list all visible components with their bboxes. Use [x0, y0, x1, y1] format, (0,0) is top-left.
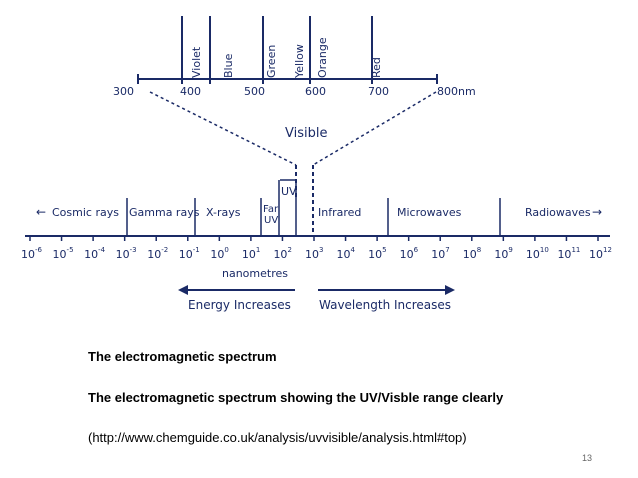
funnel-left: [149, 91, 297, 166]
scale-tick-label: 106: [400, 246, 419, 261]
visible-wavelength-tick: 300: [113, 85, 134, 98]
scale-tick-label: 108: [463, 246, 481, 261]
energy-arrowhead: [178, 285, 188, 295]
visible-color-label: Green: [265, 45, 278, 78]
wavelength-arrowhead: [445, 285, 455, 295]
region-label-radiowaves: Radiowaves: [525, 206, 591, 219]
region-arrow-right: →: [592, 205, 602, 219]
region-label-gamma-rays: Gamma rays: [129, 206, 200, 219]
scale-unit-label: nanometres: [222, 267, 288, 280]
scale-tick-label: 10-1: [179, 246, 200, 261]
funnel-right: [312, 91, 437, 166]
region-arrow-left: ←: [36, 205, 46, 219]
region-label-x-rays: X-rays: [206, 206, 241, 219]
scale-tick-label: 104: [337, 246, 356, 261]
visible-wavelength-tick: 500: [244, 85, 265, 98]
region-label-far-uv: UV: [264, 215, 278, 226]
region-label-infrared: Infrared: [318, 206, 361, 219]
scale-tick-label: 10-3: [116, 246, 137, 261]
visible-wavelength-tick: 800nm: [437, 85, 476, 98]
visible-color-label: Red: [370, 57, 383, 78]
caption-title: The electromagnetic spectrum: [88, 349, 277, 364]
scale-tick-label: 10-2: [147, 246, 168, 261]
scale-tick-label: 10-6: [21, 246, 43, 261]
visible-wavelength-tick: 600: [305, 85, 326, 98]
caption-description: The electromagnetic spectrum showing the…: [88, 390, 504, 405]
energy-label: Energy Increases: [188, 298, 291, 312]
visible-color-label: Violet: [190, 46, 203, 78]
scale-tick-label: 1012: [589, 246, 612, 261]
region-label-uv: UV: [281, 185, 297, 198]
scale-tick-label: 107: [431, 246, 449, 261]
scale-tick-label: 100: [210, 246, 228, 261]
region-dividers: [126, 179, 501, 236]
scale-tick-label: 103: [305, 246, 323, 261]
page-number: 13: [582, 453, 593, 463]
region-label-microwaves: Microwaves: [397, 206, 462, 219]
caption-source-url: (http://www.chemguide.co.uk/analysis/uvv…: [88, 430, 467, 445]
scale-tick-label: 109: [494, 246, 512, 261]
scale-tick-label: 101: [242, 246, 260, 261]
region-label-cosmic-rays: Cosmic rays: [52, 206, 119, 219]
region-label-far-uv: Far: [263, 204, 279, 215]
scale-tick-labels: 10-6 10-5 10-4 10-3 10-2 10-1 100 101 102 103 104 1…: [21, 236, 612, 261]
em-spectrum-diagram: Violet Blue Green Yellow Orange Red 300 …: [21, 16, 612, 312]
visible-color-label: Orange: [316, 37, 329, 78]
scale-tick-label: 1010: [526, 246, 549, 261]
visible-color-label: Blue: [222, 53, 235, 78]
scale-tick-label: 102: [273, 246, 291, 261]
scale-tick-label: 10-4: [84, 246, 106, 261]
visible-title: Visible: [285, 126, 327, 141]
visible-color-label: Yellow: [293, 44, 306, 79]
visible-wavelength-tick: 400: [180, 85, 201, 98]
scale-tick-label: 105: [368, 246, 386, 261]
scale-tick-label: 10-5: [53, 246, 74, 261]
wavelength-label: Wavelength Increases: [319, 298, 451, 312]
visible-wavelength-tick: 700: [368, 85, 389, 98]
visible-band-ticks: [137, 16, 438, 84]
scale-tick-label: 1011: [557, 246, 580, 261]
